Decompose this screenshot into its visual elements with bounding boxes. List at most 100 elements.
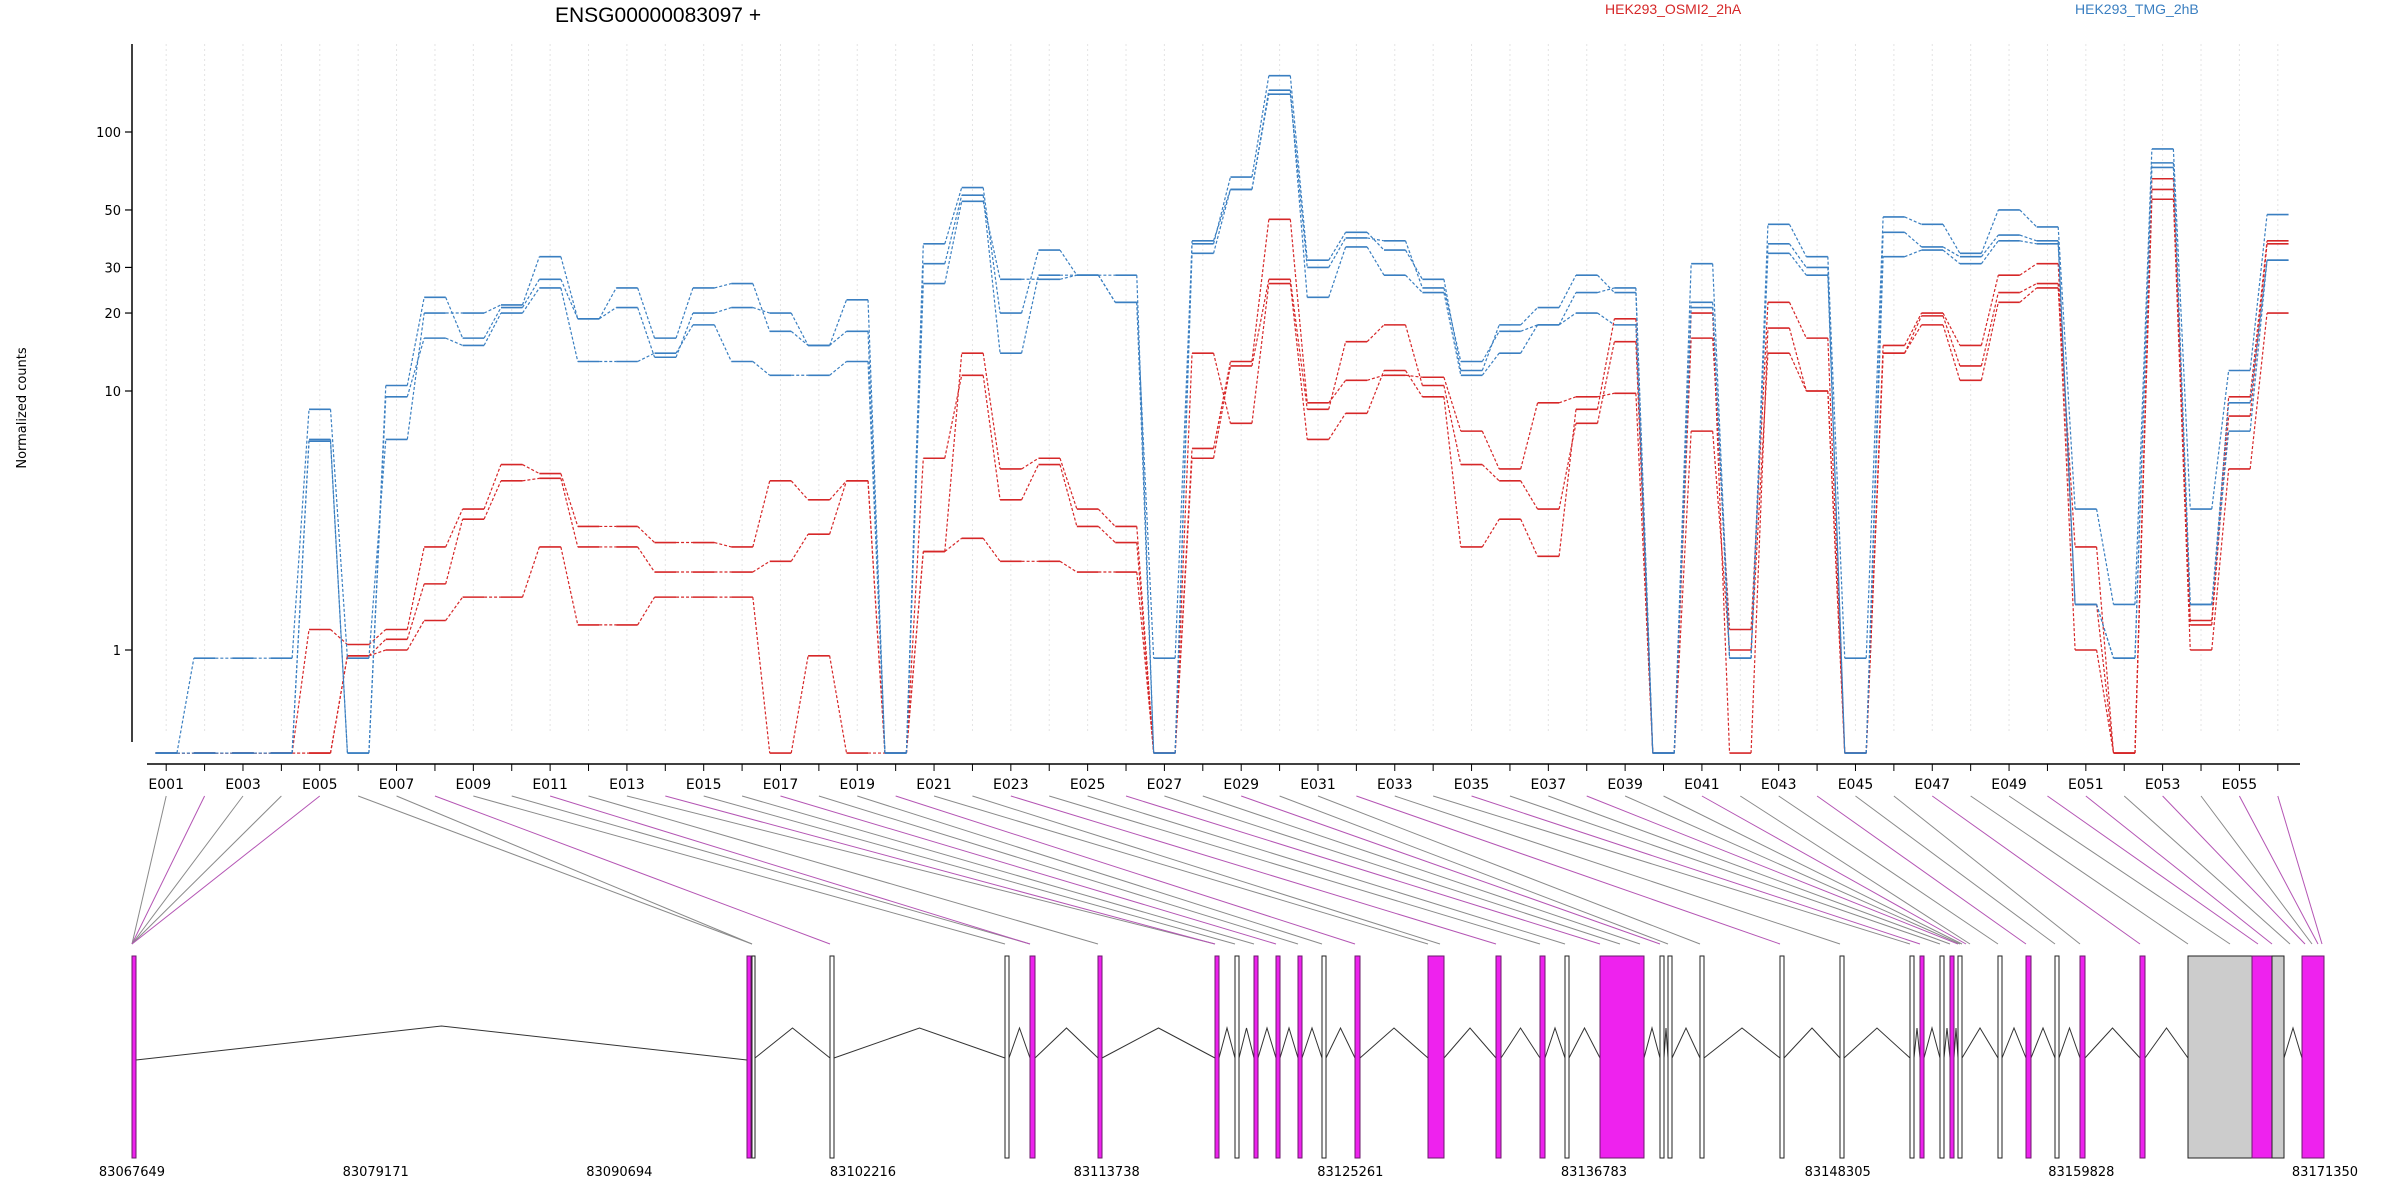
- series-connector: [2019, 287, 2038, 303]
- intron-line: [1008, 1026, 1031, 1059]
- exon-connector: [1164, 795, 1621, 945]
- series-connector: [176, 658, 195, 754]
- exon-connector: [972, 795, 1441, 945]
- series-connector: [982, 375, 1001, 500]
- series-connector: [1596, 341, 1615, 424]
- intron-line: [1961, 1027, 1999, 1059]
- series-connector: [1481, 518, 1500, 548]
- series-connector: [2134, 199, 2153, 754]
- intron-line: [2144, 1027, 2189, 1059]
- genomic-coordinate-axis: 83067649 83079171 83090694 83102216 83113738…: [99, 1165, 2358, 1180]
- exon-connector: [434, 795, 831, 945]
- series-connector: [905, 458, 924, 754]
- series-connector: [2211, 370, 2230, 510]
- series-connector: [637, 546, 656, 573]
- series-blue-4: [155, 93, 2289, 754]
- series-connector: [2095, 604, 2115, 754]
- exon-tick-label: E055: [2222, 777, 2258, 793]
- exon-connector: [511, 795, 1031, 945]
- series-connector: [483, 480, 502, 520]
- series-connector: [1136, 526, 1155, 754]
- exon-connector: [549, 795, 1031, 945]
- exon-connector: [1202, 795, 1641, 945]
- exon-block: [2025, 955, 2032, 1159]
- exon-connector: [665, 795, 1216, 945]
- genomic-coordinate-label: 83113738: [1074, 1165, 1140, 1180]
- series-connector: [1289, 219, 1308, 403]
- series-connector: [1059, 464, 1078, 527]
- series-connector: [637, 287, 656, 339]
- exon-tick-label: E001: [148, 777, 184, 793]
- intron-line: [1643, 1026, 1661, 1059]
- series-connector: [1597, 287, 1615, 294]
- exon-connector: [131, 795, 167, 945]
- series-connector: [1827, 390, 1846, 754]
- series-connector: [1481, 331, 1500, 362]
- series-connector: [2172, 167, 2191, 605]
- exon-tick-label: E009: [456, 777, 492, 793]
- series-connector: [1712, 263, 1731, 659]
- series-connector: [1558, 292, 1577, 326]
- exon-tick-label: E021: [916, 777, 952, 793]
- series-connector: [406, 312, 425, 440]
- y-tick-label: 100: [96, 126, 121, 141]
- exon-connector: [131, 795, 244, 945]
- series-connector: [1289, 90, 1308, 298]
- series-connector: [675, 312, 694, 358]
- series-connector: [752, 361, 771, 376]
- exon-connector: [1049, 795, 1541, 945]
- series-connector: [714, 306, 732, 314]
- series-connector: [2019, 240, 2037, 245]
- series-connector: [790, 330, 809, 346]
- exon-connector: [396, 795, 753, 945]
- series-connector: [2249, 214, 2268, 371]
- series-red-0: [155, 177, 2289, 754]
- series-connector: [637, 596, 656, 626]
- exon-tick-label: E023: [993, 777, 1029, 793]
- series-connector: [1635, 324, 1654, 754]
- series-connector: [1788, 352, 1807, 392]
- series-connector: [1212, 189, 1232, 254]
- series-connector: [1328, 412, 1347, 440]
- series-connector: [790, 655, 809, 754]
- series-connector: [1328, 341, 1347, 410]
- series-connector: [2134, 148, 2153, 605]
- series-connector: [1021, 464, 1040, 501]
- series-connector: [1558, 312, 1577, 326]
- exon-tick-label: E047: [1914, 777, 1950, 793]
- series-connector: [1596, 318, 1615, 410]
- series-connector: [1059, 274, 1078, 280]
- series-connector: [1097, 274, 1116, 303]
- series-connector: [598, 287, 617, 320]
- series-connector: [1367, 237, 1385, 242]
- exon-tick-label: E017: [763, 777, 799, 793]
- intron-line: [1359, 1027, 1429, 1059]
- exon-tick-label: E025: [1070, 777, 1106, 793]
- exon-connector: [1701, 795, 1967, 945]
- exon-block: [1939, 955, 1945, 1159]
- series-connector: [1980, 234, 1999, 258]
- series-connector: [829, 655, 848, 754]
- exon-connector: [473, 795, 1006, 945]
- series-connector: [752, 560, 771, 573]
- intron-line: [1663, 1027, 1669, 1059]
- series-connector: [291, 409, 310, 659]
- series-connector: [1904, 324, 1923, 354]
- exon-connector: [1279, 795, 1669, 945]
- series-connector: [2095, 546, 2115, 754]
- exon-connector: [1317, 795, 1701, 945]
- exon-block: [1214, 955, 1220, 1159]
- series-connector: [291, 439, 310, 754]
- series-connector: [329, 409, 349, 659]
- series-connector: [1366, 370, 1385, 414]
- series-connector: [790, 480, 809, 501]
- y-axis-label: Normalized counts: [15, 347, 30, 469]
- data-series: [155, 74, 2289, 754]
- series-blue-5: [155, 89, 2289, 754]
- exon-block: [1321, 955, 1327, 1159]
- exon-tick-label: E043: [1761, 777, 1797, 793]
- series-connector: [1558, 274, 1577, 308]
- exon-connector: [2277, 795, 2323, 945]
- intron-line: [1500, 1027, 1541, 1059]
- series-connector: [2057, 287, 2076, 547]
